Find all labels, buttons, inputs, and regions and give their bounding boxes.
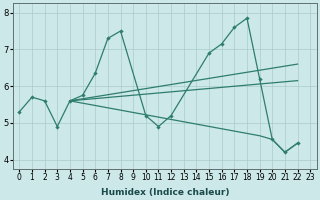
X-axis label: Humidex (Indice chaleur): Humidex (Indice chaleur) <box>100 188 229 197</box>
